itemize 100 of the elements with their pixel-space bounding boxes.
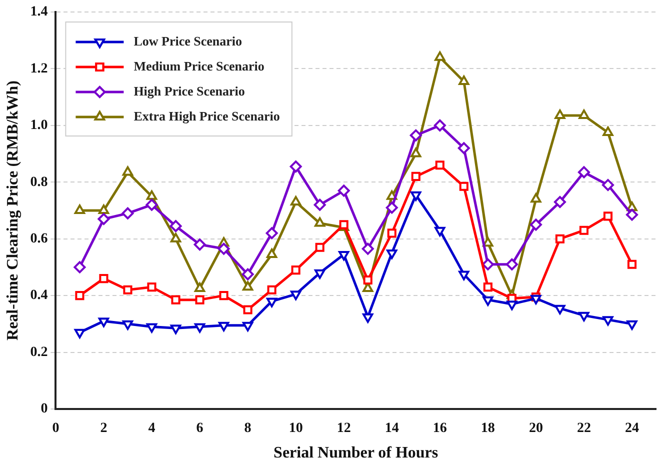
point [146, 323, 158, 333]
y-tick-label: 0 [40, 402, 48, 417]
point [627, 260, 637, 269]
point [290, 196, 302, 206]
point [146, 190, 158, 200]
point [482, 237, 494, 247]
point [123, 285, 132, 294]
y-tick-label: 1.4 [30, 4, 48, 20]
x-tick-label: 24 [624, 421, 639, 436]
x-tick-label: 14 [384, 421, 399, 436]
x-tick-label: 6 [196, 421, 204, 436]
point [410, 129, 422, 142]
point [578, 166, 590, 178]
x-axis-title: Serial Number of Hours [274, 444, 438, 462]
point [554, 304, 566, 314]
x-tick-label: 18 [480, 421, 495, 436]
point [410, 148, 422, 158]
point [602, 126, 614, 136]
point [362, 313, 374, 323]
point [459, 182, 468, 191]
point [482, 258, 494, 270]
point [458, 75, 470, 85]
point [530, 193, 542, 203]
x-tick-label: 20 [528, 421, 543, 436]
y-tick-label: 0.6 [30, 231, 48, 246]
point [602, 316, 614, 326]
point [626, 208, 638, 221]
point [99, 274, 108, 284]
x-tick-label: 8 [244, 421, 252, 436]
point [122, 207, 134, 220]
point [411, 172, 420, 182]
point [290, 290, 302, 300]
point [194, 323, 206, 333]
point [267, 285, 276, 294]
point [147, 282, 156, 292]
point [362, 242, 374, 255]
point [386, 250, 398, 260]
point [578, 110, 590, 120]
point [314, 269, 326, 279]
x-tick-label: 2 [100, 421, 108, 436]
point [242, 268, 254, 280]
x-tick-label: 12 [336, 421, 351, 436]
point [578, 312, 590, 322]
point [242, 322, 254, 332]
point [75, 291, 84, 300]
point [483, 282, 492, 292]
point [506, 300, 518, 310]
point [315, 242, 324, 252]
point [98, 204, 110, 214]
point [434, 119, 446, 132]
point [506, 258, 518, 270]
point [603, 212, 613, 221]
point [530, 218, 542, 231]
point [243, 305, 252, 314]
point [530, 294, 542, 304]
point [554, 110, 566, 120]
point [74, 261, 86, 274]
point [387, 228, 396, 238]
point [218, 322, 230, 332]
point [290, 160, 302, 173]
legend-label: Extra High Price Scenario [134, 108, 280, 124]
point [579, 226, 588, 235]
point [74, 328, 86, 338]
legend-label: Medium Price Scenario [134, 58, 264, 74]
point [291, 266, 300, 275]
point [266, 298, 278, 308]
point [458, 142, 470, 154]
point [554, 196, 566, 208]
x-tick-label: 0 [52, 421, 60, 436]
point [338, 184, 350, 197]
point [314, 198, 326, 211]
x-tick-label: 4 [148, 421, 156, 436]
point [98, 213, 110, 226]
point [363, 275, 372, 285]
point [626, 320, 638, 330]
point [171, 295, 180, 304]
y-tick-label: 0.8 [30, 174, 48, 190]
point [434, 226, 446, 236]
y-axis-title: Real-time Clearing Price (RMB/kWh) [4, 80, 22, 340]
point [386, 202, 398, 214]
point [195, 295, 204, 304]
legend-label: High Price Scenario [134, 83, 245, 98]
point [266, 227, 278, 240]
point [435, 160, 444, 170]
point [434, 51, 446, 61]
point [218, 242, 230, 255]
y-tick-label: 0.4 [30, 288, 48, 304]
y-tick-label: 0.2 [30, 344, 48, 360]
y-tick-label: 1.2 [30, 61, 48, 76]
point [482, 296, 494, 306]
point [458, 270, 470, 280]
point [194, 238, 206, 251]
point [98, 318, 110, 328]
x-tick-label: 22 [576, 421, 591, 436]
point [314, 217, 326, 227]
point [338, 250, 350, 260]
x-tick-label: 16 [432, 421, 447, 436]
point [219, 291, 228, 300]
point [170, 220, 182, 232]
point [555, 234, 564, 244]
